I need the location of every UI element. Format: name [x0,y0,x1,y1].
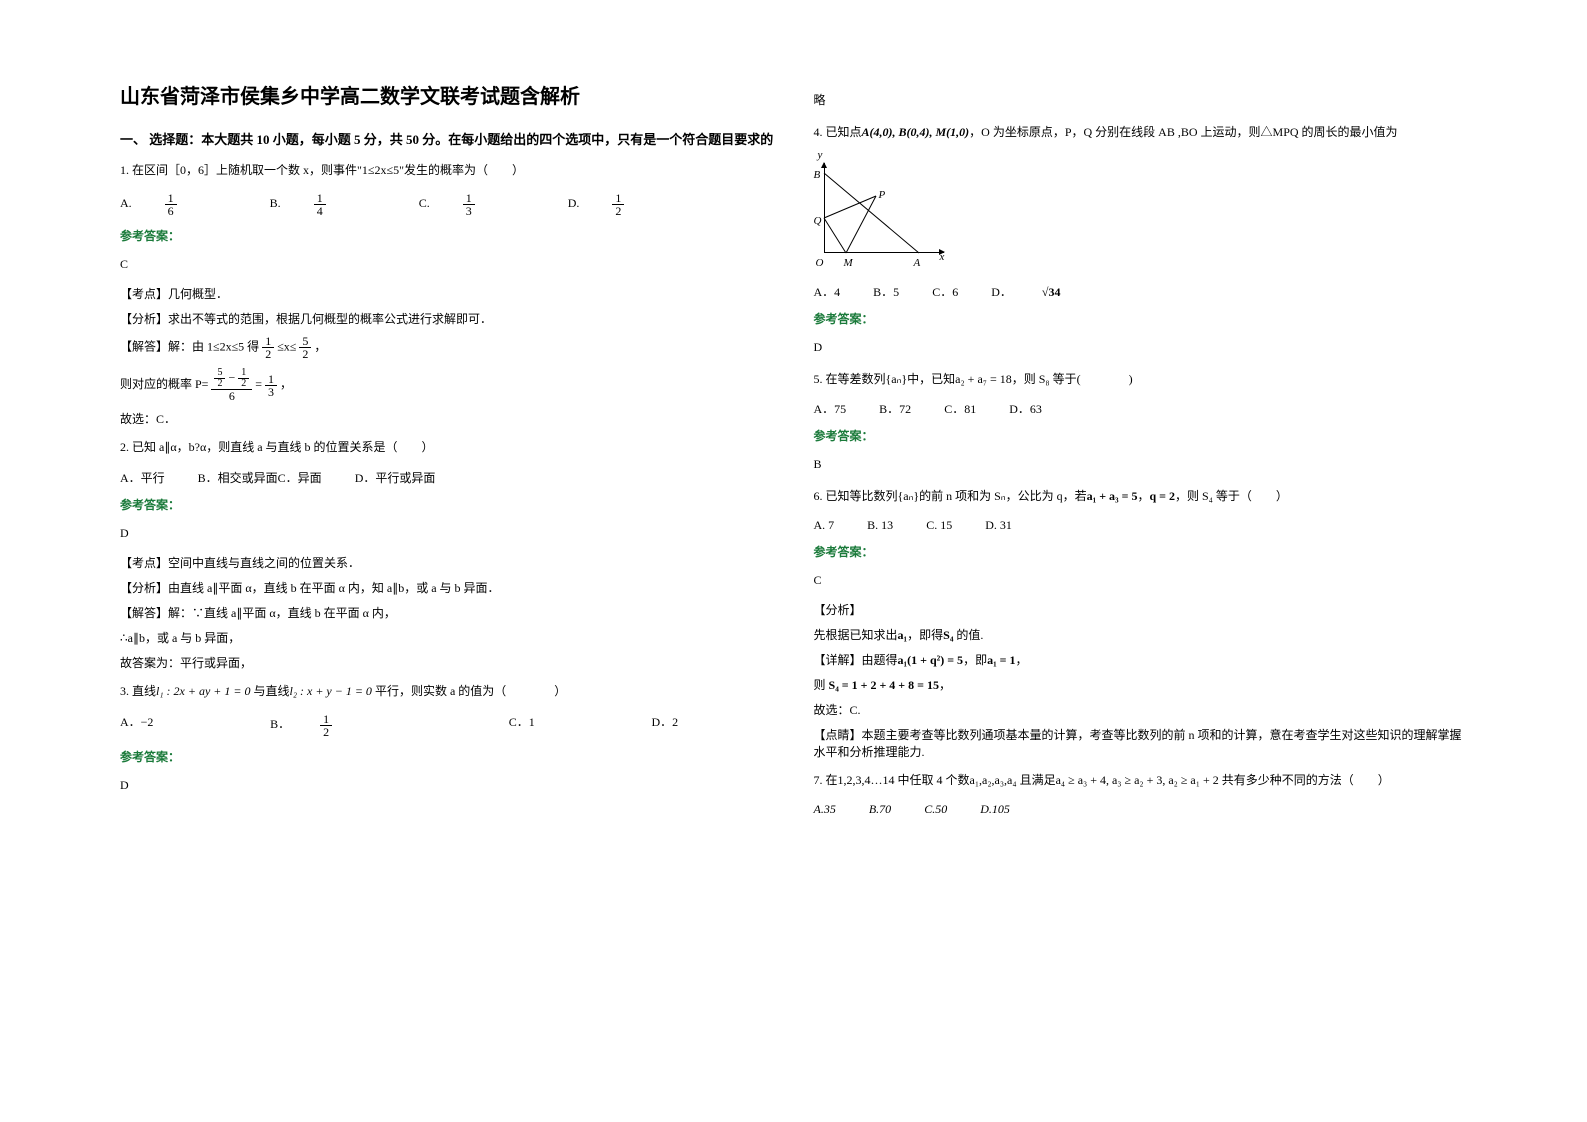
q2-answer: D [120,523,774,545]
q2-analysis-1: 【考点】空间中直线与直线之间的位置关系． [120,554,774,571]
q3-answer-label: 参考答案： [120,748,774,765]
q3-answer: D [120,775,774,797]
q5-options: A．75 B．72 C．81 D．63 [814,400,1468,417]
q1-stem: 1. 在区间［0，6］上随机取一个数 x，则事件"1≤2x≤5"发生的概率为（ … [120,160,774,182]
q4-answer: D [814,337,1468,359]
q6-opt-a: A. 7 [814,518,835,532]
q2-analysis-2: 【分析】由直线 a∥平面 α，直线 b 在平面 α 内，知 a∥b，或 a 与 … [120,579,774,596]
q3-extra: 略 [814,90,1468,112]
q4-opt-b: B．5 [873,285,899,299]
q4-answer-label: 参考答案： [814,310,1468,327]
q2-answer-label: 参考答案： [120,496,774,513]
q7-stem: 7. 在1,2,3,4…14 中任取 4 个数a₁,a₂,a₃,a₄ 且满足a₄… [814,770,1468,792]
q6-analysis-6: 【点睛】本题主要考查等比数列通项基本量的计算，考查等比数列的前 n 项和的计算，… [814,726,1468,760]
q6-analysis-5: 故选：C. [814,701,1468,718]
q6-opt-c: C. 15 [926,518,952,532]
q2-options: A．平行 B．相交或异面C．异面 D．平行或异面 [120,469,774,486]
q7-opt-b: B.70 [869,802,891,816]
q3-stem: 3. 直线l₁ : 2x + ay + 1 = 0 与直线l₂ : x + y … [120,681,774,703]
q1-analysis-4: 则对应的概率 P= 52 − 126 = 13 ， [120,368,774,402]
q2-stem: 2. 已知 a∥α，b?α，则直线 a 与直线 b 的位置关系是（ ） [120,437,774,459]
q6-answer-label: 参考答案： [814,543,1468,560]
q7-opt-d: D.105 [980,802,1010,816]
q5-opt-d: D．63 [1009,402,1042,416]
q4-opt-a: A．4 [814,285,841,299]
q4-opt-d: D．√34 [991,285,1060,299]
document-title: 山东省菏泽市侯集乡中学高二数学文联考试题含解析 [120,80,774,109]
q6-stem: 6. 已知等比数列{aₙ}的前 n 项和为 Sₙ，公比为 q，若a₁ + a₃ … [814,486,1468,508]
q7-opt-c: C.50 [924,802,947,816]
q3-opt-a: A．−2 [120,713,153,738]
q3-opt-b: B．12 [270,713,392,738]
q1-answer-label: 参考答案： [120,227,774,244]
q3-options: A．−2 B．12 C．1 D．2 [120,713,708,738]
q5-opt-b: B．72 [879,402,911,416]
right-column: 略 4. 已知点A(4,0), B(0,4), M(1,0)，O 为坐标原点，P… [794,80,1488,1042]
q6-opt-b: B. 13 [867,518,893,532]
q2-analysis-3: 【解答】解：∵直线 a∥平面 α，直线 b 在平面 α 内， [120,604,774,621]
q1-opt-c: C. 13 [419,196,535,210]
q2-analysis-5: 故答案为：平行或异面， [120,654,774,671]
section-header: 一、 选择题：本大题共 10 小题，每小题 5 分，共 50 分。在每小题给出的… [120,129,774,148]
q1-analysis-5: 故选：C． [120,410,774,427]
q1-opt-d: D. 12 [568,196,685,210]
q6-analysis-2: 先根据已知求出a₁，即得S₄ 的值. [814,626,1468,643]
q5-answer: B [814,454,1468,476]
q5-stem: 5. 在等差数列{aₙ}中，已知a₂ + a₇ = 18，则 S₈ 等于( ) [814,369,1468,391]
q4-options: A．4 B．5 C．6 D．√34 [814,283,1468,300]
q1-opt-b: B. 14 [270,196,386,210]
q1-options: A. 16 B. 14 C. 13 D. 12 [120,192,774,217]
q5-answer-label: 参考答案： [814,427,1468,444]
q4-stem: 4. 已知点A(4,0), B(0,4), M(1,0)，O 为坐标原点，P，Q… [814,122,1468,144]
q2-opt-d: D．平行或异面 [355,471,436,485]
q2-opt-a: A．平行 [120,471,165,485]
q1-analysis-3: 【解答】解：由 1≤2x≤5 得 12 ≤x≤ 52 ， [120,335,774,360]
q1-analysis-1: 【考点】几何概型． [120,285,774,302]
q6-opt-d: D. 31 [985,518,1012,532]
left-column: 山东省菏泽市侯集乡中学高二数学文联考试题含解析 一、 选择题：本大题共 10 小… [100,80,794,1042]
q4-figure: y B P Q O M A x [814,153,954,273]
q3-opt-d: D．2 [651,713,678,738]
q1-opt-a: A. 16 [120,196,237,210]
q6-analysis-1: 【分析】 [814,601,1468,618]
q2-analysis-4: ∴a∥b，或 a 与 b 异面， [120,629,774,646]
q5-opt-a: A．75 [814,402,847,416]
q5-opt-c: C．81 [944,402,976,416]
q6-analysis-4: 则 S₄ = 1 + 2 + 4 + 8 = 15， [814,676,1468,693]
q6-analysis-3: 【详解】由题得a₁(1 + q²) = 5，即a₁ = 1， [814,651,1468,668]
q4-opt-c: C．6 [932,285,958,299]
q2-opt-bc: B．相交或异面C．异面 [198,471,322,485]
q1-answer: C [120,254,774,276]
q1-analysis-2: 【分析】求出不等式的范围，根据几何概型的概率公式进行求解即可． [120,310,774,327]
q6-options: A. 7 B. 13 C. 15 D. 31 [814,518,1468,533]
q7-opt-a: A.35 [814,802,836,816]
q7-options: A.35 B.70 C.50 D.105 [814,802,1468,817]
q3-opt-c: C．1 [509,713,535,738]
q6-answer: C [814,570,1468,592]
